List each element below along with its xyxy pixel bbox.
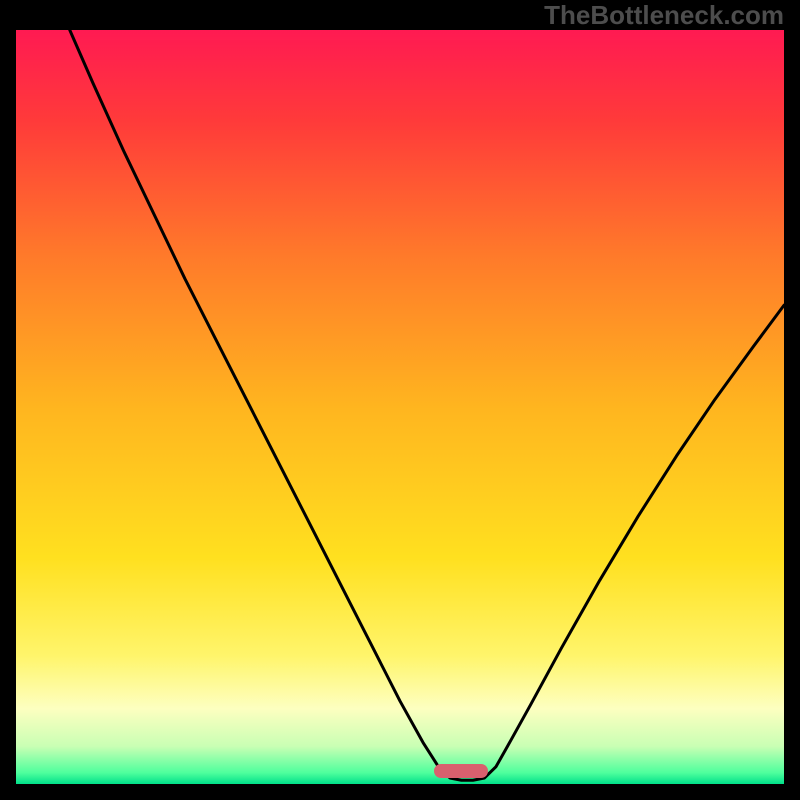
optimal-range-marker (434, 764, 488, 778)
bottleneck-chart: TheBottleneck.com (0, 0, 800, 800)
watermark-text: TheBottleneck.com (544, 0, 784, 31)
gradient-background (16, 30, 784, 784)
plot-area (16, 30, 784, 784)
